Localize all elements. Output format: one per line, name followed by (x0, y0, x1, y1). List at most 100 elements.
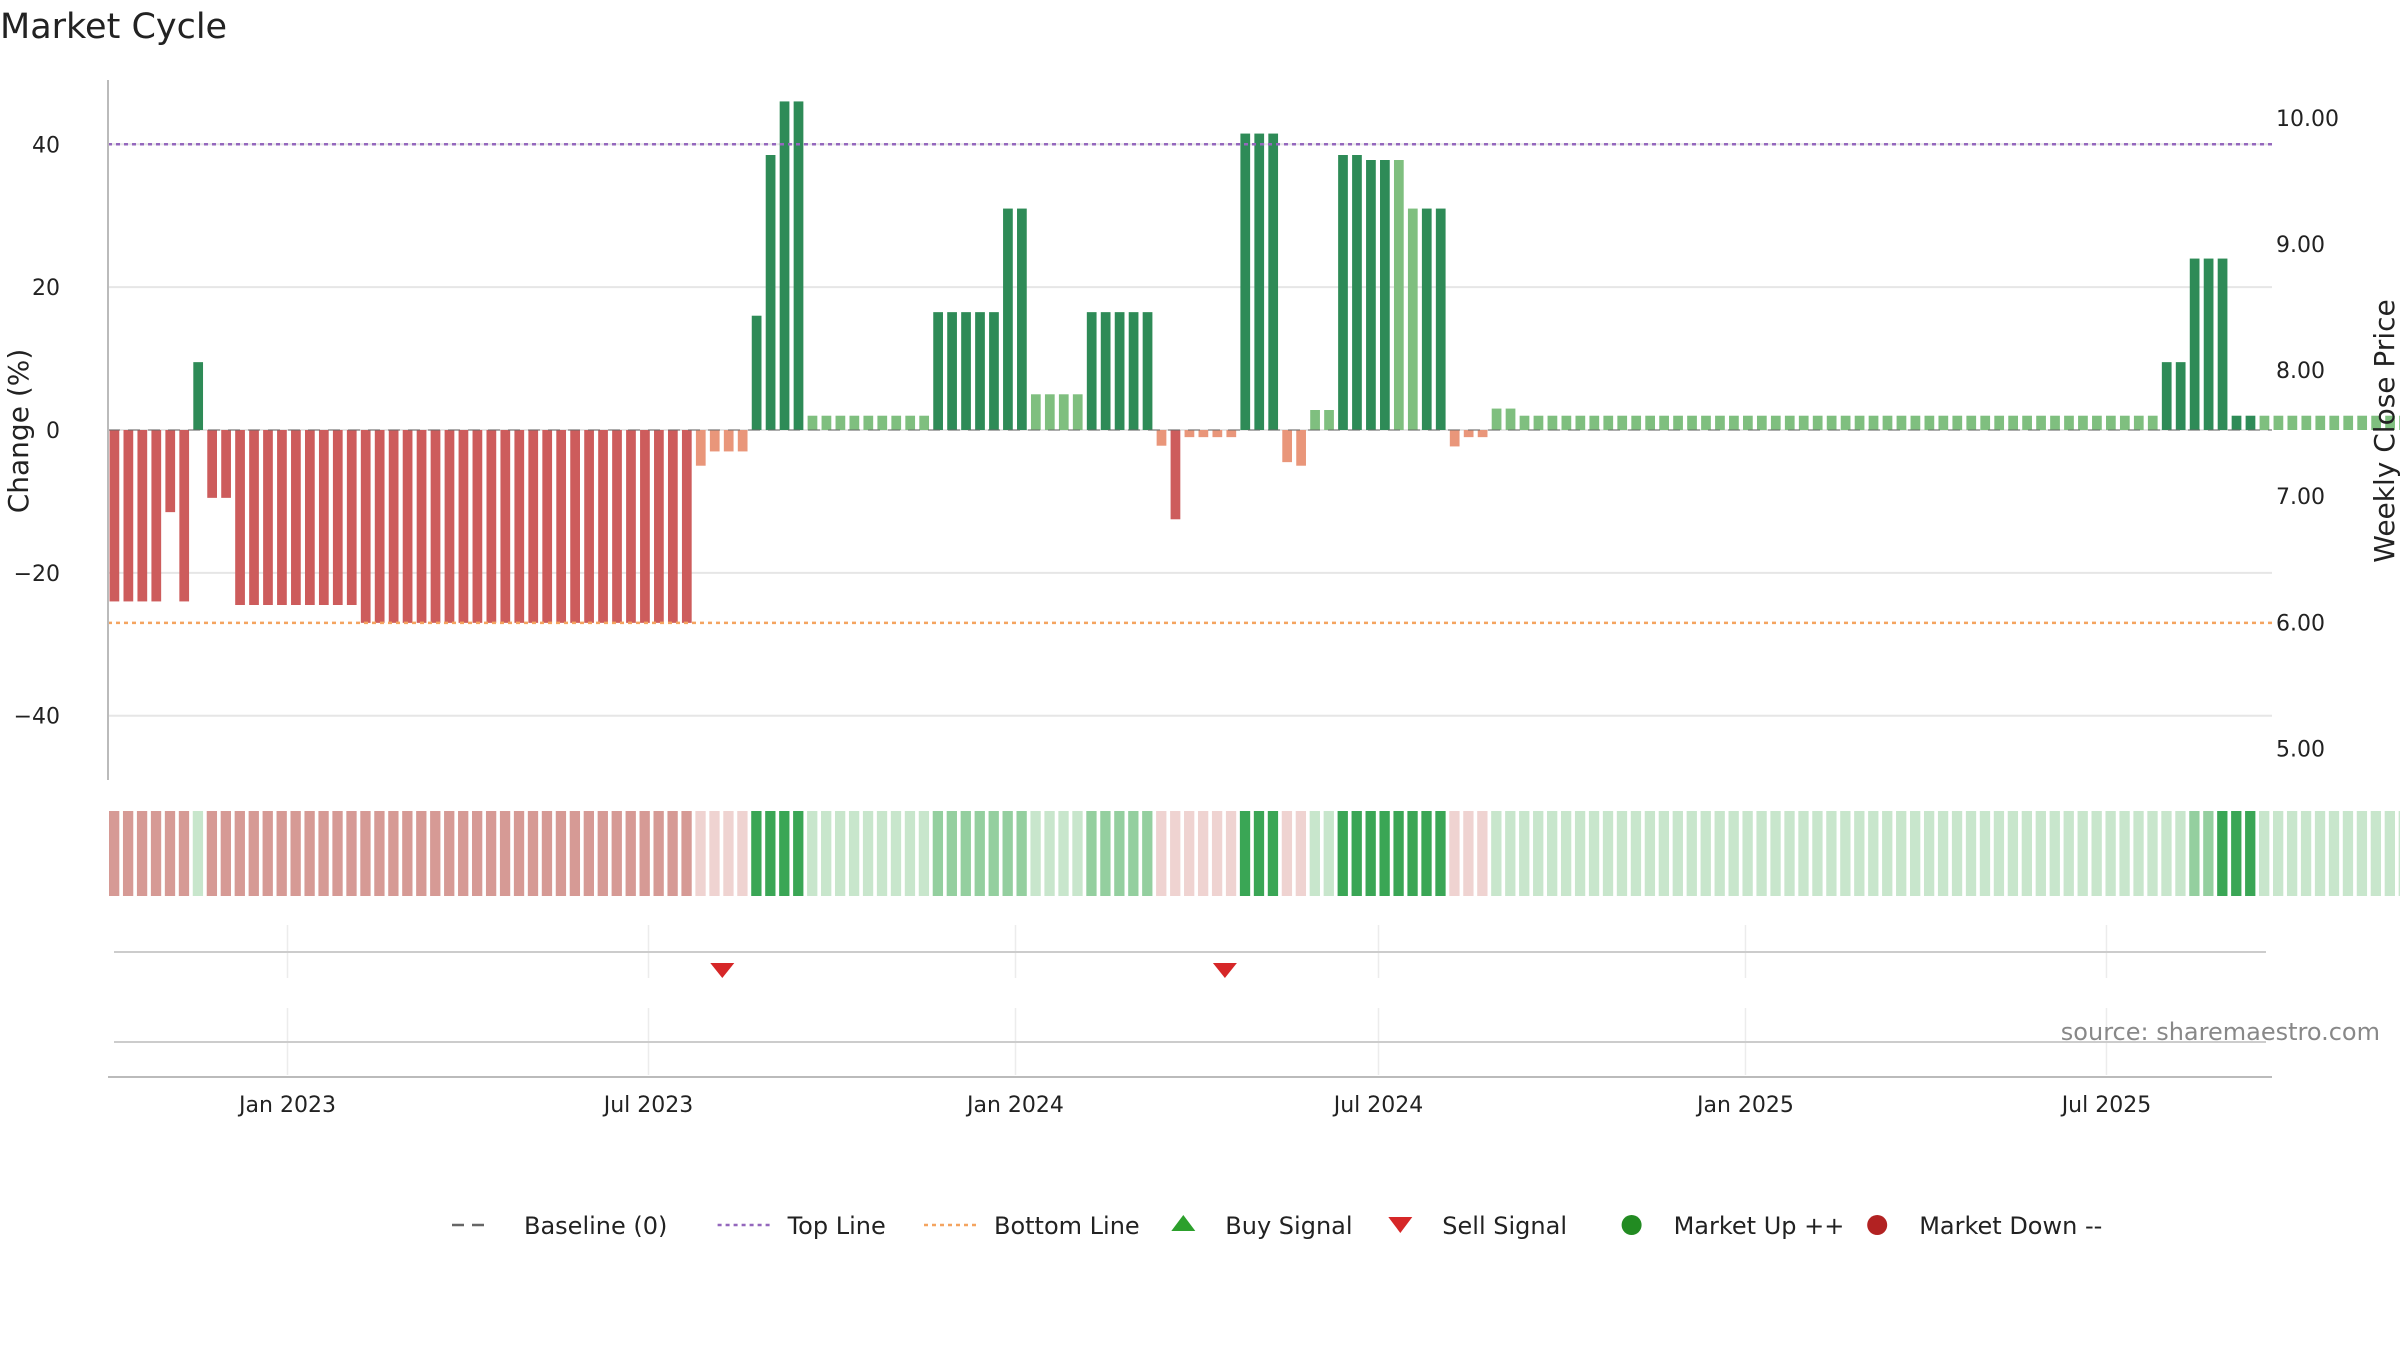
bar (1421, 208, 1432, 430)
bar (1324, 410, 1334, 430)
legend-label: Baseline (0) (524, 1212, 667, 1240)
y-tick-label: 0 (46, 419, 60, 444)
band-cell (1058, 811, 1069, 896)
band-cell (1114, 811, 1125, 896)
bar (1812, 415, 1823, 430)
bar (1980, 415, 1991, 430)
band-cell (667, 811, 678, 896)
band-cell (2007, 811, 2019, 896)
bar (863, 415, 874, 430)
bar (2259, 415, 2270, 430)
bar (1170, 430, 1181, 520)
band-cell (807, 811, 818, 896)
bar (1212, 430, 1223, 438)
bar (584, 430, 594, 623)
axes: 40 20 0 −20 −40 10.00 9.00 8.00 7.00 6.00 5.00 Jan … (14, 80, 2339, 1118)
bar (1100, 312, 1111, 430)
band-cell (1868, 811, 1879, 896)
band-cell (1979, 811, 1991, 896)
bar (1449, 430, 1460, 447)
band-cell (1658, 811, 1670, 896)
market-down-legend-icon (1867, 1215, 1888, 1235)
bar (919, 415, 930, 430)
band-cell (1547, 811, 1558, 896)
bar (318, 430, 329, 605)
bar (514, 430, 525, 623)
band-cell (192, 811, 204, 896)
band-cell (1309, 811, 1320, 896)
band-cell (625, 811, 636, 896)
band-cell (751, 811, 762, 896)
band-cell (1323, 811, 1334, 896)
band-cell (1016, 811, 1027, 896)
band-cell (2245, 811, 2256, 896)
bar (1826, 415, 1837, 430)
bar (165, 430, 176, 513)
band-cell (2273, 811, 2284, 896)
band-cell (2398, 811, 2400, 896)
y2-axis-label: Weekly Close Price (2368, 299, 2400, 562)
band-cell (136, 811, 148, 896)
bar (1128, 312, 1139, 430)
band-cell (1128, 811, 1139, 896)
band-cell (2189, 811, 2200, 896)
band-cell (862, 811, 874, 896)
bar (1561, 415, 1572, 430)
bar (779, 101, 790, 430)
band-cell (918, 811, 930, 896)
band-cell (234, 811, 245, 896)
band-cell (444, 811, 455, 896)
bar (1729, 415, 1739, 430)
band-cell (1351, 811, 1362, 896)
band-cell (458, 811, 469, 896)
band-cell (2063, 811, 2074, 896)
bar (1017, 208, 1027, 430)
bar (360, 430, 371, 623)
bar (1003, 208, 1013, 430)
bar (709, 430, 720, 452)
bar (1868, 415, 1879, 430)
band-cell (2356, 811, 2368, 896)
band-cell (597, 811, 608, 896)
band-cell (471, 811, 483, 896)
band-cell (2049, 811, 2060, 896)
band-cell (1086, 811, 1097, 896)
band-cell (555, 811, 567, 896)
bar (989, 312, 999, 430)
band-cell (1923, 811, 1935, 896)
legend-item: Market Up ++ (1621, 1212, 1845, 1240)
bar (151, 430, 162, 602)
band-cell (318, 811, 329, 896)
bar (1114, 312, 1125, 430)
band-cell (834, 811, 846, 896)
bar (807, 415, 818, 430)
band-cell (1812, 811, 1823, 896)
band-cell (1742, 811, 1753, 896)
band-cell (541, 811, 553, 896)
legend-item: Sell Signal (1388, 1212, 1567, 1240)
band-cell (1533, 811, 1544, 896)
band-cell (2259, 811, 2270, 896)
bar (2245, 415, 2256, 430)
legend-label: Sell Signal (1442, 1212, 1567, 1240)
legend-label: Market Up ++ (1674, 1212, 1845, 1240)
bar (961, 312, 971, 430)
band-cell (1560, 811, 1572, 896)
band-cell (1267, 811, 1279, 896)
band-cell (1686, 811, 1697, 896)
bar (1966, 415, 1977, 430)
band-cell (290, 811, 301, 896)
band-cell (374, 811, 385, 896)
band-cell (1449, 811, 1460, 896)
band-cell (709, 811, 720, 896)
bar (500, 430, 511, 623)
bar (612, 430, 622, 623)
band-cell (1184, 811, 1195, 896)
bar (2189, 258, 2200, 430)
bar (1240, 133, 1251, 431)
x-tick-label: Jul 2024 (1332, 1093, 1424, 1118)
band-cell (2133, 811, 2144, 896)
bar (2106, 415, 2116, 430)
bar (556, 430, 567, 623)
bar (1338, 155, 1348, 430)
